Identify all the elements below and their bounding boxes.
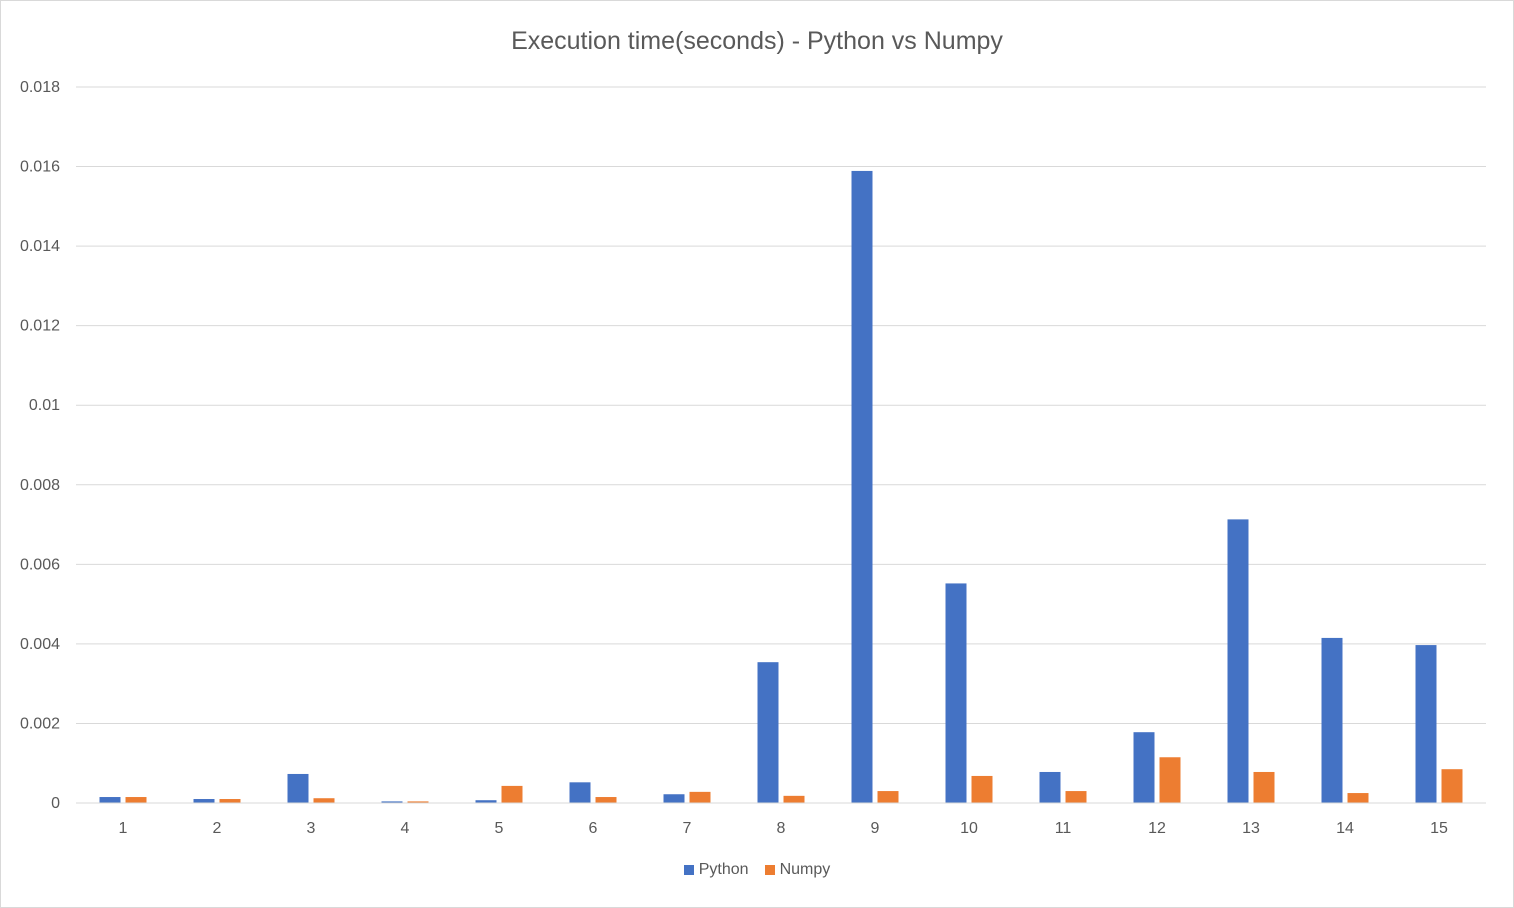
y-tick-label: 0.002 <box>20 715 60 732</box>
legend-swatch-python <box>683 865 694 875</box>
bar-numpy <box>877 791 899 803</box>
bar-python <box>99 797 121 803</box>
x-tick-label: 13 <box>1242 820 1260 837</box>
bar-numpy <box>971 775 993 803</box>
y-tick-label: 0.01 <box>29 397 60 414</box>
bar-numpy <box>1159 757 1181 803</box>
legend: Python Numpy <box>1 861 1513 879</box>
y-tick-label: 0 <box>51 795 60 812</box>
y-tick-label: 0.008 <box>20 477 60 494</box>
bar-numpy <box>501 785 523 803</box>
x-tick-label: 7 <box>683 820 692 837</box>
bar-python <box>945 583 967 803</box>
x-tick-label: 4 <box>401 820 410 837</box>
legend-swatch-numpy <box>764 865 775 875</box>
bar-numpy <box>1065 791 1087 803</box>
x-tick-label: 1 <box>119 820 128 837</box>
x-tick-label: 8 <box>777 820 786 837</box>
legend-item-numpy: Numpy <box>764 861 831 879</box>
bar-numpy <box>1441 769 1463 803</box>
bar-numpy <box>219 799 241 803</box>
bar-numpy <box>595 797 617 803</box>
x-tick-label: 9 <box>871 820 880 837</box>
bar-numpy <box>689 791 711 803</box>
x-tick-label: 15 <box>1430 820 1448 837</box>
y-tick-label: 0.004 <box>20 636 60 653</box>
bar-python <box>851 170 873 804</box>
bar-python <box>757 662 779 803</box>
bar-python <box>1039 771 1061 803</box>
bar-numpy <box>783 795 805 803</box>
bar-python <box>1321 637 1343 803</box>
x-tick-label: 2 <box>213 820 222 837</box>
bar-numpy <box>125 797 147 803</box>
y-tick-label: 0.018 <box>20 79 60 96</box>
bar-numpy <box>313 798 335 803</box>
x-tick-label: 11 <box>1055 820 1072 837</box>
bar-python <box>475 800 497 803</box>
legend-label-python: Python <box>698 861 749 878</box>
bar-numpy <box>407 801 429 803</box>
bar-python <box>569 782 591 803</box>
bar-python <box>381 801 403 803</box>
y-tick-label: 0.016 <box>20 159 60 176</box>
y-tick-label: 0.006 <box>20 556 60 573</box>
x-tick-label: 12 <box>1148 820 1166 837</box>
bar-numpy <box>1347 793 1369 803</box>
y-tick-label: 0.012 <box>20 318 60 335</box>
bar-python <box>663 794 685 803</box>
bar-python <box>1415 645 1437 803</box>
x-tick-label: 3 <box>307 820 316 837</box>
y-tick-label: 0.014 <box>20 238 60 255</box>
x-tick-label: 5 <box>495 820 504 837</box>
x-tick-label: 14 <box>1336 820 1354 837</box>
bar-python <box>1133 732 1155 803</box>
chart-title: Execution time(seconds) - Python vs Nump… <box>511 27 1003 55</box>
bar-python <box>193 799 215 803</box>
x-tick-label: 6 <box>589 820 598 837</box>
bar-python <box>1227 519 1249 803</box>
x-tick-label: 10 <box>960 820 978 837</box>
bar-python <box>287 773 309 803</box>
legend-item-python: Python <box>683 861 749 879</box>
bar-numpy <box>1253 771 1275 803</box>
legend-label-numpy: Numpy <box>779 861 831 878</box>
